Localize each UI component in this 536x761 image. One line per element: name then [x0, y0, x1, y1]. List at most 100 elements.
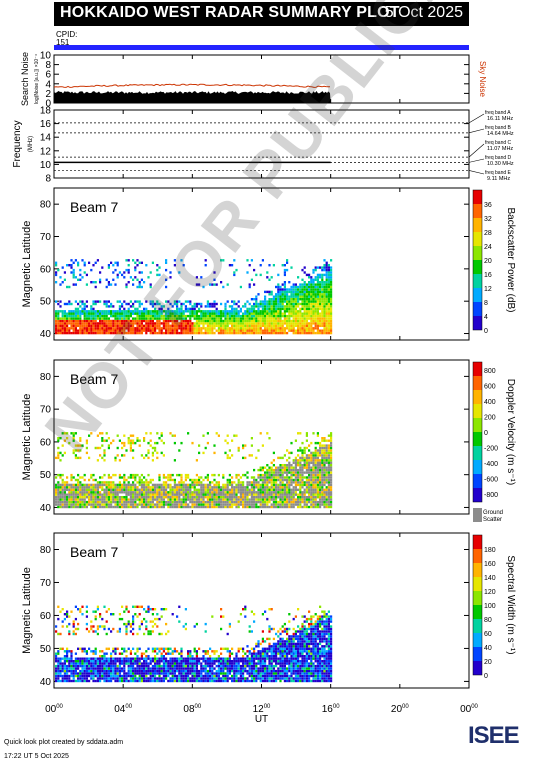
velocity-cell — [200, 498, 203, 501]
velocity-cell — [301, 454, 304, 457]
velocity-cell — [255, 481, 258, 484]
power-cell — [301, 312, 304, 315]
power-cell — [292, 302, 295, 306]
power-cell — [149, 283, 152, 286]
velocity-cell — [323, 449, 326, 452]
power-cell — [169, 312, 172, 315]
velocity-cell — [105, 505, 108, 509]
power-cell — [323, 293, 326, 296]
velocity-tick-label: 60 — [40, 437, 52, 448]
velocity-cell — [110, 486, 113, 489]
power-cell — [261, 312, 264, 315]
velocity-cell — [83, 500, 86, 504]
power-cell — [204, 305, 207, 308]
power-cell — [173, 327, 176, 330]
velocity-cell — [299, 500, 302, 504]
velocity-cell — [162, 481, 165, 484]
power-cell — [310, 314, 313, 318]
velocity-cell — [299, 466, 302, 469]
velocity-cell — [266, 500, 269, 504]
power-cell — [112, 324, 115, 327]
power-cell — [132, 327, 135, 330]
velocity-cell — [226, 488, 229, 491]
freq-band-label: freq band B — [485, 125, 512, 131]
cpid-label: CPID: — [56, 30, 78, 39]
velocity-cell — [59, 473, 62, 477]
velocity-cell — [204, 500, 207, 504]
width-cell — [173, 667, 176, 670]
power-cell — [312, 283, 315, 286]
width-cell — [191, 664, 194, 668]
power-cell — [279, 298, 282, 301]
frequency-tick-label: 16 — [40, 119, 52, 130]
power-cell — [303, 298, 306, 301]
width-cell — [151, 674, 154, 678]
power-cell — [83, 329, 86, 332]
noise-tick-label: 4 — [45, 79, 51, 90]
velocity-cell — [204, 493, 207, 496]
velocity-cell — [169, 486, 172, 489]
power-cell — [297, 295, 300, 298]
width-cell — [88, 657, 91, 660]
velocity-colorbar-tick: -600 — [484, 477, 498, 484]
velocity-cell — [257, 486, 260, 489]
velocity-cell — [96, 500, 99, 504]
power-cell — [233, 259, 236, 262]
velocity-cell — [79, 505, 82, 509]
power-cell — [283, 329, 286, 332]
power-cell — [158, 314, 161, 318]
velocity-cell — [316, 505, 319, 509]
width-cell — [189, 672, 192, 675]
width-cell — [70, 669, 73, 673]
power-cell — [319, 276, 322, 279]
power-cell — [176, 331, 179, 335]
width-cell — [162, 679, 165, 683]
power-cell — [81, 331, 84, 335]
power-cell — [77, 317, 80, 320]
width-cell — [90, 660, 93, 663]
power-cell — [217, 322, 220, 325]
velocity-cell — [266, 478, 269, 482]
width-cell — [123, 660, 126, 663]
velocity-cell — [266, 432, 269, 435]
width-cell — [147, 647, 150, 650]
width-cell — [77, 664, 80, 668]
power-cell — [281, 322, 284, 325]
power-cell — [255, 327, 258, 330]
width-cell — [193, 677, 196, 680]
power-cell — [173, 300, 176, 303]
velocity-cell — [319, 444, 322, 447]
velocity-cell — [79, 488, 82, 491]
power-cell — [195, 312, 198, 315]
velocity-cell — [72, 451, 75, 455]
power-cell — [226, 310, 229, 313]
power-cell — [59, 319, 62, 323]
power-cell — [275, 298, 278, 301]
velocity-cell — [224, 496, 227, 499]
power-cell — [319, 298, 322, 301]
velocity-cell — [169, 503, 172, 506]
power-cell — [325, 329, 328, 332]
width-cell — [149, 674, 152, 678]
velocity-cell — [288, 496, 291, 499]
noise-tick-label: 10 — [40, 51, 52, 62]
velocity-cell — [233, 434, 236, 437]
width-cell — [171, 657, 174, 660]
velocity-cell — [297, 454, 300, 457]
power-cell — [151, 314, 154, 318]
power-cell — [299, 285, 302, 289]
velocity-cell — [327, 464, 330, 467]
power-colorbar-tick: 36 — [484, 202, 492, 209]
velocity-cell — [319, 466, 322, 469]
power-cell — [319, 322, 322, 325]
velocity-cell — [129, 449, 132, 452]
velocity-cell — [239, 498, 242, 501]
power-cell — [72, 261, 75, 264]
power-cell — [204, 310, 207, 313]
width-cell — [143, 669, 146, 673]
power-cell — [176, 312, 179, 315]
width-cell — [68, 674, 71, 678]
velocity-cell — [127, 491, 130, 494]
velocity-cell — [59, 437, 62, 440]
velocity-cell — [72, 500, 75, 504]
